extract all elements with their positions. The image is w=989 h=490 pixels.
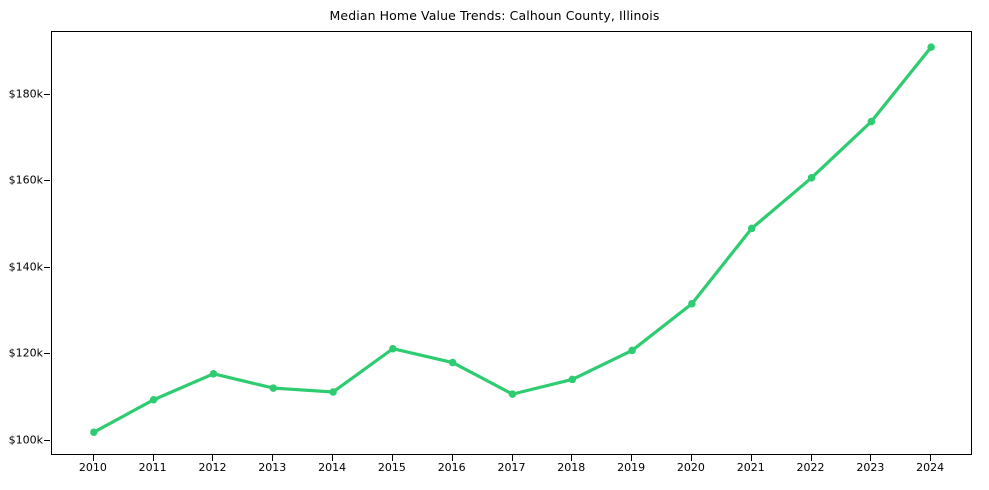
x-axis-tick-label: 2021 bbox=[736, 461, 765, 474]
y-axis-tick-mark bbox=[44, 439, 50, 441]
plot-area bbox=[51, 31, 972, 455]
data-point-marker bbox=[747, 224, 756, 233]
data-point-marker bbox=[508, 390, 517, 398]
y-axis-tick-mark bbox=[44, 353, 50, 355]
data-point-marker bbox=[568, 375, 577, 384]
x-axis-tick-mark bbox=[930, 455, 932, 461]
x-axis-tick-mark bbox=[631, 455, 633, 461]
x-axis-tick-label: 2012 bbox=[198, 461, 227, 474]
x-axis-tick-mark bbox=[272, 455, 274, 461]
x-axis-tick-label: 2018 bbox=[557, 461, 586, 474]
y-axis-tick-label: $140k bbox=[8, 260, 43, 274]
x-axis-tick-mark bbox=[451, 455, 453, 461]
y-axis-tick-label: $100k bbox=[8, 433, 43, 447]
x-axis-tick-label: 2017 bbox=[497, 461, 526, 474]
data-point-marker bbox=[209, 370, 218, 378]
x-axis-tick-label: 2011 bbox=[138, 461, 167, 474]
x-axis-tick-mark bbox=[212, 455, 214, 461]
y-axis-tick-mark bbox=[44, 93, 50, 95]
line-chart-svg bbox=[90, 43, 935, 436]
x-axis-tick-label: 2016 bbox=[437, 461, 466, 474]
y-axis-tick-mark bbox=[44, 180, 50, 182]
y-axis-tick-labels: $100k $120k $140k $160k $180k bbox=[0, 0, 50, 490]
series-markers-median-home-value bbox=[90, 43, 935, 436]
x-axis-tick-label: 2024 bbox=[916, 461, 945, 474]
x-axis-tick-mark bbox=[870, 455, 872, 461]
x-axis-tick-mark bbox=[332, 455, 334, 461]
chart-title: Median Home Value Trends: Calhoun County… bbox=[329, 8, 660, 23]
data-point-marker bbox=[90, 428, 98, 436]
x-axis-tick-mark bbox=[511, 455, 513, 461]
data-point-marker bbox=[329, 388, 337, 396]
x-axis-tick-label: 2022 bbox=[796, 461, 825, 474]
data-point-marker bbox=[448, 358, 457, 367]
y-axis-tick-mark bbox=[44, 266, 50, 268]
x-axis-tick-label: 2019 bbox=[617, 461, 646, 474]
x-axis-tick-mark bbox=[690, 455, 692, 461]
data-point-marker bbox=[927, 43, 935, 51]
y-axis-tick-label: $160k bbox=[8, 173, 43, 187]
data-point-marker bbox=[628, 346, 636, 355]
x-axis-tick-mark bbox=[391, 455, 393, 461]
data-point-marker bbox=[149, 396, 158, 404]
x-axis-tick-mark bbox=[152, 455, 154, 461]
x-axis-tick-label: 2010 bbox=[78, 461, 107, 474]
data-point-marker bbox=[389, 344, 397, 353]
data-point-marker bbox=[688, 299, 696, 308]
x-axis-tick-mark bbox=[810, 455, 812, 461]
x-axis-tick-mark bbox=[92, 455, 94, 461]
y-axis-tick-label: $120k bbox=[8, 346, 43, 360]
x-axis-tick-label: 2014 bbox=[318, 461, 347, 474]
x-axis-tick-mark bbox=[571, 455, 573, 461]
x-axis-tick-label: 2023 bbox=[856, 461, 885, 474]
x-axis-tick-label: 2020 bbox=[676, 461, 705, 474]
x-axis-tick-label: 2015 bbox=[377, 461, 406, 474]
data-point-marker bbox=[867, 117, 876, 126]
y-axis-tick-label: $180k bbox=[8, 87, 43, 101]
data-point-marker bbox=[269, 384, 278, 392]
x-axis-tick-label: 2013 bbox=[258, 461, 287, 474]
data-point-marker bbox=[807, 174, 816, 182]
x-axis-tick-mark bbox=[750, 455, 752, 461]
